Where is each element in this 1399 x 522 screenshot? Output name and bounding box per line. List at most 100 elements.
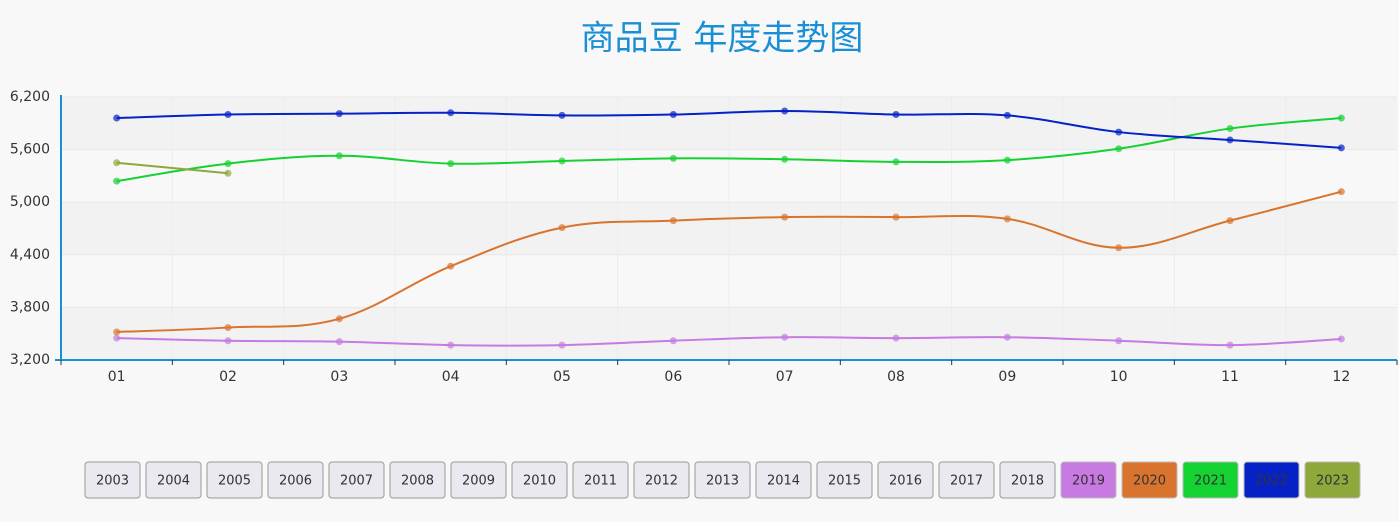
legend-button[interactable]: 2005	[206, 461, 263, 499]
data-point	[1003, 333, 1011, 341]
data-point	[1226, 217, 1234, 225]
data-point	[1226, 125, 1234, 133]
data-point	[669, 217, 677, 225]
data-point	[1115, 337, 1123, 345]
x-tick-label: 07	[776, 369, 794, 385]
legend-button[interactable]: 2007	[328, 461, 385, 499]
legend-button-box[interactable]	[328, 461, 385, 499]
series-line	[116, 336, 1342, 347]
legend-button-box[interactable]	[633, 461, 690, 499]
legend-button[interactable]: 2021	[1182, 461, 1239, 499]
y-tick-label: 5,600	[10, 142, 50, 158]
legend-label[interactable]: 2007	[340, 474, 373, 489]
legend-button[interactable]: 2018	[999, 461, 1056, 499]
legend-label[interactable]: 2020	[1133, 474, 1166, 489]
legend-button-box[interactable]	[450, 461, 507, 499]
legend-label[interactable]: 2006	[279, 474, 312, 489]
x-tick-label: 06	[664, 369, 682, 385]
legend-button[interactable]: 2014	[755, 461, 812, 499]
x-tick-label: 02	[219, 369, 237, 385]
legend-button-box[interactable]	[1121, 461, 1178, 499]
legend-button[interactable]: 2010	[511, 461, 568, 499]
legend-label[interactable]: 2012	[645, 474, 678, 489]
data-point	[113, 328, 121, 336]
legend-button-box[interactable]	[206, 461, 263, 499]
legend-label[interactable]: 2010	[523, 474, 556, 489]
legend-label[interactable]: 2003	[96, 474, 129, 489]
legend-button[interactable]: 2011	[572, 461, 629, 499]
legend-button[interactable]: 2012	[633, 461, 690, 499]
legend-label[interactable]: 2017	[950, 474, 983, 489]
y-tick-label: 5,000	[10, 194, 50, 210]
data-point	[781, 107, 789, 115]
legend-button[interactable]: 2019	[1060, 461, 1117, 499]
legend-button-box[interactable]	[938, 461, 995, 499]
data-point	[1226, 341, 1234, 349]
data-point	[892, 334, 900, 342]
data-point	[335, 110, 343, 118]
legend-label[interactable]: 2018	[1011, 474, 1044, 489]
legend-button-box[interactable]	[84, 461, 141, 499]
legend-button[interactable]: 2015	[816, 461, 873, 499]
legend-button-box[interactable]	[694, 461, 751, 499]
legend-label[interactable]: 2016	[889, 474, 922, 489]
legend-label[interactable]: 2022	[1255, 474, 1288, 489]
data-point	[1337, 335, 1345, 343]
legend-button[interactable]: 2023	[1304, 461, 1361, 499]
legend-button-box[interactable]	[511, 461, 568, 499]
x-tick-label: 10	[1110, 369, 1128, 385]
x-tick-label: 03	[330, 369, 348, 385]
data-point	[113, 177, 121, 185]
data-point	[1003, 156, 1011, 164]
data-point	[669, 337, 677, 345]
legend-label[interactable]: 2023	[1316, 474, 1349, 489]
legend-button-box[interactable]	[1182, 461, 1239, 499]
series-line	[116, 117, 1342, 183]
legend-button-box[interactable]	[389, 461, 446, 499]
data-point	[1337, 188, 1345, 196]
legend-button[interactable]: 2013	[694, 461, 751, 499]
legend-label[interactable]: 2009	[462, 474, 495, 489]
data-point	[1115, 145, 1123, 153]
legend-button[interactable]: 2017	[938, 461, 995, 499]
legend-button-box[interactable]	[1243, 461, 1300, 499]
legend-button-box[interactable]	[816, 461, 873, 499]
legend-label[interactable]: 2021	[1194, 474, 1227, 489]
legend-label[interactable]: 2005	[218, 474, 251, 489]
legend-button[interactable]: 2003	[84, 461, 141, 499]
legend-label[interactable]: 2019	[1072, 474, 1105, 489]
legend-button[interactable]: 2016	[877, 461, 934, 499]
legend-button[interactable]: 2020	[1121, 461, 1178, 499]
legend-button[interactable]: 2022	[1243, 461, 1300, 499]
legend-button-box[interactable]	[145, 461, 202, 499]
legend-button-box[interactable]	[1060, 461, 1117, 499]
legend-label[interactable]: 2014	[767, 474, 800, 489]
data-point	[1337, 114, 1345, 122]
data-point	[113, 114, 121, 122]
y-tick-label: 3,800	[10, 299, 50, 315]
data-point	[224, 169, 232, 177]
data-point	[335, 315, 343, 323]
legend-button-box[interactable]	[755, 461, 812, 499]
legend-button-box[interactable]	[267, 461, 324, 499]
legend-button-box[interactable]	[1304, 461, 1361, 499]
data-point	[113, 159, 121, 167]
legend-label[interactable]: 2013	[706, 474, 739, 489]
legend-button[interactable]: 2006	[267, 461, 324, 499]
legend-button[interactable]: 2009	[450, 461, 507, 499]
y-tick-label: 6,200	[10, 89, 50, 105]
legend-button-box[interactable]	[877, 461, 934, 499]
legend-button-box[interactable]	[999, 461, 1056, 499]
legend-label[interactable]: 2004	[157, 474, 190, 489]
legend-label[interactable]: 2011	[584, 474, 617, 489]
data-point	[558, 224, 566, 232]
legend-label[interactable]: 2008	[401, 474, 434, 489]
data-point	[1337, 144, 1345, 152]
series-line	[116, 110, 1342, 149]
data-point	[558, 157, 566, 165]
x-tick-label: 01	[108, 369, 126, 385]
legend-button[interactable]: 2004	[145, 461, 202, 499]
legend-button[interactable]: 2008	[389, 461, 446, 499]
legend-button-box[interactable]	[572, 461, 629, 499]
legend-label[interactable]: 2015	[828, 474, 861, 489]
